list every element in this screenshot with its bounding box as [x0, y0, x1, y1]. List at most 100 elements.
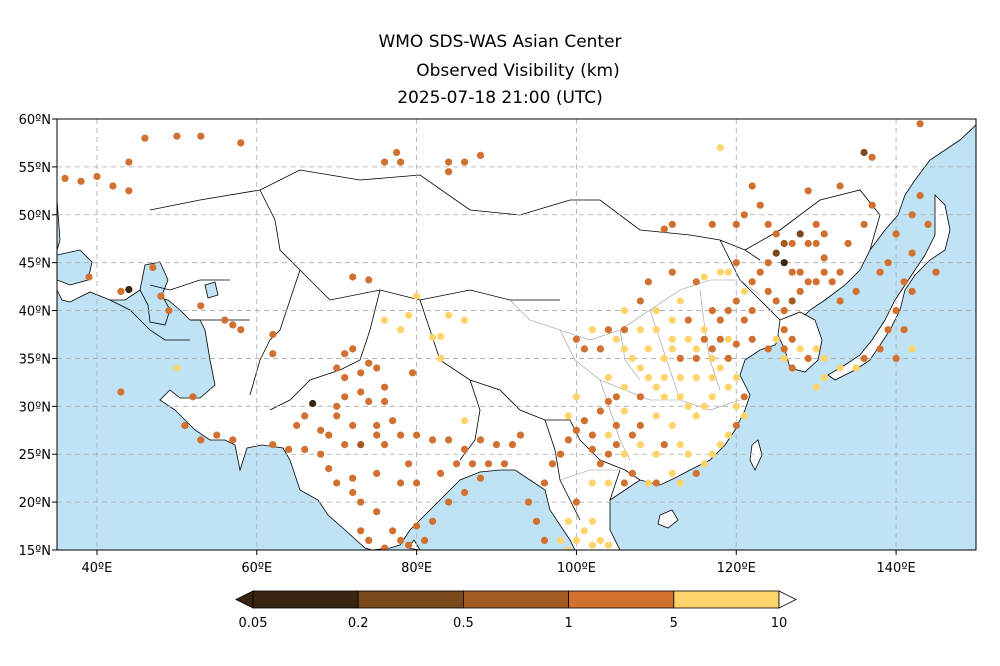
colorbar-label: 5 — [670, 616, 678, 631]
chart-title-line1: WMO SDS-WAS Asian Center — [378, 32, 622, 52]
station-marker — [476, 436, 485, 444]
station-marker — [237, 326, 245, 334]
axis-ticks: 40ºE 60ºE 80ºE 100ºE 120ºE 140ºE 60ºN 55ºN 50ºN 4… — [19, 113, 916, 576]
station-marker — [692, 374, 700, 382]
station-marker — [764, 220, 772, 228]
station-marker — [77, 177, 85, 185]
station-marker — [780, 239, 788, 248]
station-marker — [413, 479, 421, 487]
station-marker — [357, 388, 365, 396]
colorbar-label: 1 — [564, 616, 572, 631]
station-marker — [604, 374, 613, 382]
station-marker — [724, 383, 732, 391]
station-marker — [668, 345, 676, 353]
station-marker — [476, 474, 485, 482]
station-marker — [437, 469, 445, 477]
station-marker — [524, 498, 533, 506]
station-marker — [892, 354, 900, 362]
station-marker — [812, 239, 820, 248]
station-marker — [476, 151, 485, 159]
station-marker — [293, 421, 301, 430]
station-marker — [652, 326, 660, 334]
station-marker — [333, 412, 341, 420]
station-marker — [173, 364, 181, 372]
colorbar: 0.05 0.2 0.5 1 5 10 — [235, 590, 797, 631]
station-marker — [341, 374, 349, 382]
station-marker — [820, 354, 828, 362]
station-marker — [213, 431, 221, 439]
station-marker — [692, 345, 700, 353]
station-marker — [908, 211, 916, 219]
station-marker — [860, 220, 868, 228]
station-marker — [796, 345, 804, 353]
station-marker — [409, 369, 417, 377]
station-marker — [285, 445, 293, 453]
station-marker — [916, 192, 924, 200]
station-marker — [676, 393, 684, 401]
station-marker — [916, 120, 924, 128]
station-marker — [397, 536, 405, 545]
station-marker — [405, 460, 413, 468]
station-marker — [668, 220, 676, 228]
station-marker — [492, 441, 501, 449]
station-marker — [596, 407, 605, 415]
station-marker — [237, 139, 245, 147]
station-marker — [788, 335, 796, 343]
station-marker — [325, 465, 333, 473]
station-marker — [141, 134, 149, 142]
station-marker — [628, 354, 637, 362]
station-marker — [365, 359, 373, 367]
lat-tick-label: 50ºN — [19, 209, 51, 224]
station-marker — [804, 187, 812, 195]
station-marker — [708, 220, 716, 228]
station-marker — [692, 354, 700, 362]
station-marker — [397, 431, 405, 439]
station-marker — [461, 316, 469, 324]
station-marker — [644, 374, 653, 382]
colorbar-segment — [357, 590, 464, 609]
station-marker — [437, 332, 445, 340]
station-marker — [788, 239, 796, 248]
lat-tick-label: 55ºN — [19, 161, 51, 176]
station-marker — [660, 225, 668, 233]
station-marker — [724, 354, 732, 362]
station-marker — [732, 259, 740, 267]
station-marker — [620, 479, 629, 487]
station-marker — [564, 436, 573, 444]
station-marker — [620, 450, 629, 458]
station-marker — [780, 326, 788, 334]
station-marker — [684, 402, 692, 410]
station-marker — [612, 441, 621, 449]
station-marker — [373, 421, 381, 430]
station-marker — [445, 498, 453, 506]
station-marker — [588, 517, 597, 525]
station-marker — [700, 460, 708, 468]
station-marker — [708, 307, 716, 315]
station-marker — [652, 383, 660, 391]
lon-tick-label: 80ºE — [401, 561, 432, 576]
station-marker — [652, 307, 660, 315]
station-marker — [229, 321, 237, 329]
station-marker — [676, 479, 684, 487]
lon-tick-label: 60ºE — [241, 561, 272, 576]
station-marker — [365, 397, 373, 406]
colorbar-low-arrow — [235, 590, 254, 609]
station-marker — [604, 479, 613, 487]
station-marker — [373, 364, 381, 372]
chart-title-line2: Observed Visibility (km) — [416, 61, 620, 81]
station-marker — [772, 297, 780, 305]
station-marker — [908, 249, 916, 257]
station-marker — [548, 460, 557, 468]
colorbar-label: 0.2 — [348, 616, 369, 631]
station-marker — [724, 268, 732, 276]
station-marker — [468, 460, 477, 468]
station-marker — [700, 402, 708, 410]
lat-tick-label: 25ºN — [19, 448, 51, 463]
station-marker — [796, 287, 804, 295]
station-marker — [852, 364, 860, 372]
station-marker — [676, 354, 684, 362]
station-marker — [301, 445, 309, 453]
station-marker — [556, 536, 565, 545]
station-marker — [804, 278, 812, 286]
station-marker — [588, 431, 597, 439]
